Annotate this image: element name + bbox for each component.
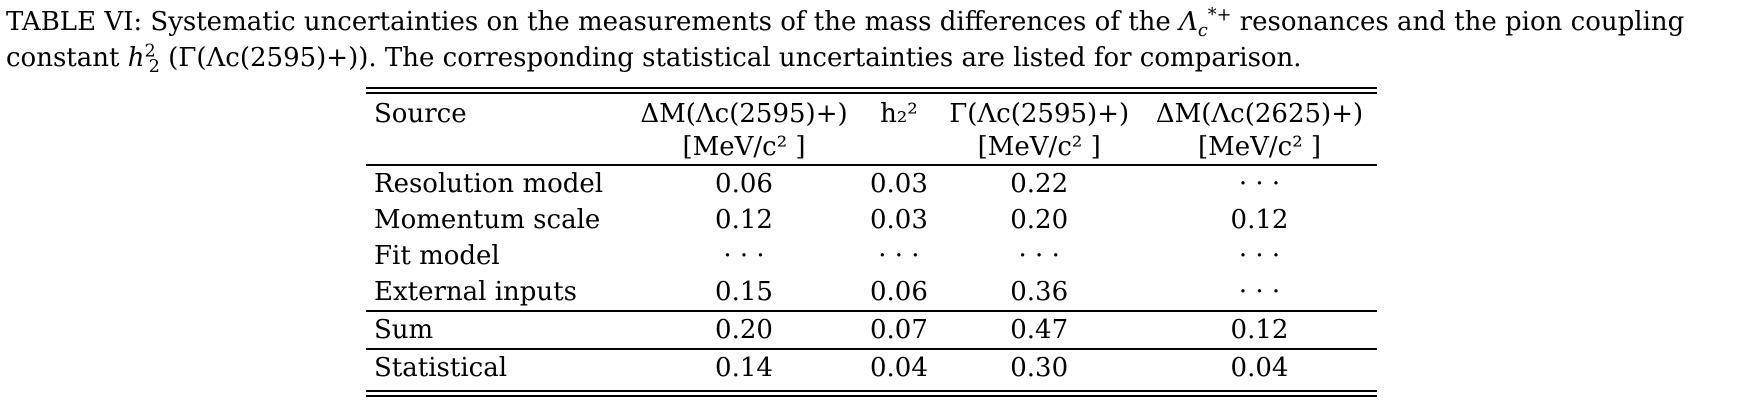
caption-lambda: Λ xyxy=(1179,7,1198,37)
header-gamma: Γ(Λc(2595)+) xyxy=(949,99,1130,129)
header-gamma-unit: [MeV/c² ] xyxy=(936,130,1142,166)
bottom-rule xyxy=(366,390,1377,392)
cell-gamma: · · · xyxy=(1018,241,1060,271)
cell-dm2595: 0.14 xyxy=(626,348,862,386)
caption-h: h xyxy=(127,43,145,73)
table-body: Source ΔM(Λc(2595)+) h₂² Γ(Λc(2595)+) ΔM… xyxy=(366,94,1377,386)
caption-lambda-sup: *+ xyxy=(1207,5,1232,26)
header-dm2625: ΔM(Λc(2625)+) xyxy=(1155,99,1364,129)
cell-dm2595: 0.06 xyxy=(715,169,773,199)
cell-gamma: 0.20 xyxy=(1010,205,1069,235)
header-h2: h₂² xyxy=(880,99,918,129)
header-dm2595: ΔM(Λc(2595)+) xyxy=(640,99,848,129)
cell-h2: 0.07 xyxy=(861,310,937,349)
cell-dm2595: 0.20 xyxy=(626,310,862,349)
top-rule xyxy=(366,87,1377,89)
cell-dm2625: · · · xyxy=(1238,241,1281,271)
cell-source: Statistical xyxy=(366,348,627,386)
cell-source: External inputs xyxy=(374,277,577,307)
caption-h-sub: 2 xyxy=(148,57,160,78)
cell-h2: 0.03 xyxy=(869,169,928,199)
caption-text-after: The corresponding statistical uncertaint… xyxy=(384,43,1302,73)
cell-h2: 0.03 xyxy=(869,205,928,235)
cell-gamma: 0.36 xyxy=(1010,277,1069,307)
cell-source: Resolution model xyxy=(374,169,604,199)
table-row: Momentum scale 0.12 0.03 0.20 0.12 xyxy=(366,202,1377,238)
cell-dm2625: 0.04 xyxy=(1142,348,1377,386)
table-row: Resolution model 0.06 0.03 0.22 · · · xyxy=(366,165,1377,202)
cell-source: Momentum scale xyxy=(374,205,601,235)
cell-gamma: 0.30 xyxy=(936,348,1142,386)
header-dm2625-unit: [MeV/c² ] xyxy=(1142,130,1377,166)
header-h2-unit xyxy=(861,130,937,166)
cell-source: Fit model xyxy=(374,241,500,271)
caption-text-before: Systematic uncertainties on the measurem… xyxy=(150,7,1171,37)
header-row-2: [MeV/c² ] [MeV/c² ] [MeV/c² ] xyxy=(366,130,1377,166)
cell-gamma: 0.22 xyxy=(1010,169,1069,199)
sum-row: Sum 0.20 0.07 0.47 0.12 xyxy=(366,310,1377,349)
cell-h2: · · · xyxy=(878,241,920,271)
table-row: Fit model · · · · · · · · · · · · xyxy=(366,238,1377,274)
cell-dm2595: 0.12 xyxy=(715,205,773,235)
caption-h-sup: 2 xyxy=(144,41,156,62)
bottom-rule-2 xyxy=(366,395,1377,397)
cell-h2: 0.04 xyxy=(861,348,937,386)
cell-dm2625: 0.12 xyxy=(1230,205,1289,235)
header-source: Source xyxy=(374,99,467,129)
caption-label: TABLE VI: xyxy=(6,7,143,37)
systematics-table: Source ΔM(Λc(2595)+) h₂² Γ(Λc(2595)+) ΔM… xyxy=(366,87,1377,397)
header-source-unit xyxy=(366,130,627,166)
caption-lambda-sub: c xyxy=(1197,21,1208,42)
statistical-row: Statistical 0.14 0.04 0.30 0.04 xyxy=(366,348,1377,386)
cell-dm2625: · · · xyxy=(1238,169,1281,199)
cell-source: Sum xyxy=(366,310,627,349)
top-rule-2 xyxy=(366,92,1377,94)
header-row-1: Source ΔM(Λc(2595)+) h₂² Γ(Λc(2595)+) ΔM… xyxy=(366,94,1377,130)
cell-dm2595: · · · xyxy=(723,241,765,271)
cell-dm2625: 0.12 xyxy=(1142,310,1377,349)
cell-dm2595: 0.15 xyxy=(715,277,773,307)
cell-gamma: 0.47 xyxy=(936,310,1142,349)
table-row: External inputs 0.15 0.06 0.36 · · · xyxy=(366,274,1377,311)
caption-text-middle: resonances and the pion coupling constan… xyxy=(6,7,1685,73)
header-dm2595-unit: [MeV/c² ] xyxy=(626,130,862,166)
cell-dm2625: · · · xyxy=(1238,277,1281,307)
caption-paren-expr: (Γ(Λc(2595)+)). xyxy=(168,43,377,73)
table-caption: TABLE VI: Systematic uncertainties on th… xyxy=(6,4,1746,78)
cell-h2: 0.06 xyxy=(869,277,928,307)
